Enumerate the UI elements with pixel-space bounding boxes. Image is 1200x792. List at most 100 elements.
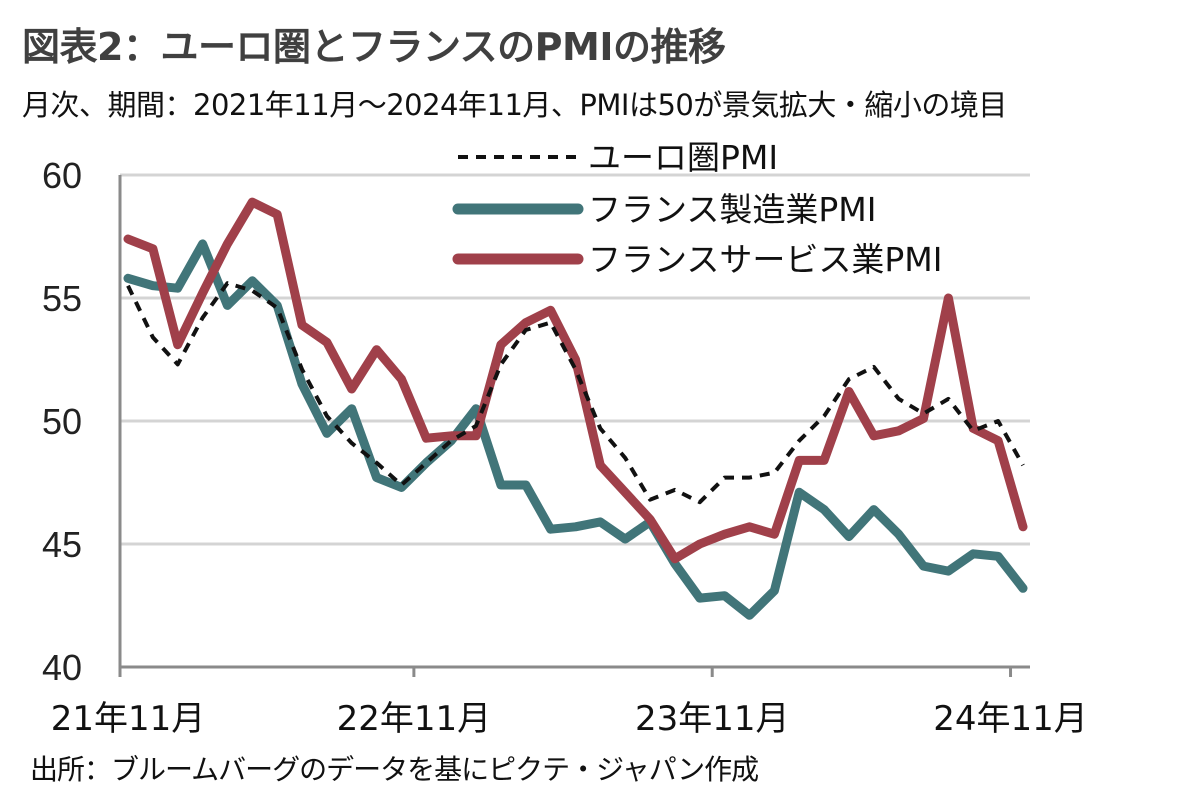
data-point-2 bbox=[351, 389, 352, 390]
data-point-1 bbox=[724, 595, 725, 596]
data-point-2 bbox=[600, 465, 601, 466]
data-point-1 bbox=[774, 590, 775, 591]
data-point-1 bbox=[550, 529, 551, 530]
data-point-0 bbox=[500, 364, 501, 365]
data-point-2 bbox=[128, 239, 129, 240]
data-point-0 bbox=[277, 307, 278, 308]
data-point-1 bbox=[177, 288, 178, 289]
data-point-1 bbox=[227, 305, 228, 306]
data-point-1 bbox=[1023, 588, 1024, 589]
data-point-1 bbox=[824, 509, 825, 510]
data-point-2 bbox=[376, 349, 377, 350]
data-point-1 bbox=[799, 492, 800, 493]
data-point-1 bbox=[600, 521, 601, 522]
data-point-0 bbox=[426, 462, 427, 463]
gridlines bbox=[120, 173, 1030, 546]
y-axis: 60 55 50 45 40 bbox=[42, 155, 122, 688]
data-point-1 bbox=[625, 539, 626, 540]
data-point-2 bbox=[948, 298, 949, 299]
source-note: 出所：ブルームバーグのデータを基にピクテ・ジャパン作成 bbox=[30, 753, 759, 786]
data-point-1 bbox=[326, 433, 327, 434]
data-point-1 bbox=[202, 243, 203, 244]
data-point-1 bbox=[699, 598, 700, 599]
data-point-2 bbox=[923, 418, 924, 419]
data-point-2 bbox=[550, 310, 551, 311]
data-point-2 bbox=[824, 460, 825, 461]
data-point-2 bbox=[401, 379, 402, 380]
data-point-2 bbox=[277, 214, 278, 215]
data-point-2 bbox=[1023, 526, 1024, 527]
data-point-0 bbox=[401, 485, 402, 486]
x-tick-label: 22年11月 bbox=[337, 699, 492, 739]
data-point-1 bbox=[948, 571, 949, 572]
data-point-2 bbox=[152, 248, 153, 249]
data-point-1 bbox=[898, 534, 899, 535]
y-tick-label: 40 bbox=[42, 647, 82, 688]
chart-title: 図表2：ユーロ圏とフランスのPMIの推移 bbox=[22, 25, 726, 69]
data-point-1 bbox=[351, 408, 352, 409]
data-point-1 bbox=[252, 280, 253, 281]
chart-subtitle: 月次、期間：2021年11月～2024年11月、PMIは50が景気拡大・縮小の境… bbox=[22, 88, 1007, 122]
data-point-2 bbox=[699, 544, 700, 545]
data-point-0 bbox=[774, 472, 775, 473]
data-point-1 bbox=[674, 563, 675, 564]
data-point-1 bbox=[873, 509, 874, 510]
series-line-2 bbox=[123, 197, 1028, 564]
data-point-2 bbox=[998, 440, 999, 441]
data-point-1 bbox=[152, 285, 153, 286]
data-point-1 bbox=[749, 615, 750, 616]
data-point-2 bbox=[302, 325, 303, 326]
data-point-1 bbox=[998, 556, 999, 557]
series-line-0 bbox=[126, 281, 1025, 505]
data-point-2 bbox=[848, 391, 849, 392]
x-axis: 21年11月 22年11月 23年11月 24年11月 bbox=[51, 665, 1088, 739]
data-point-2 bbox=[575, 359, 576, 360]
data-point-2 bbox=[650, 519, 651, 520]
data-point-0 bbox=[973, 430, 974, 431]
data-point-1 bbox=[128, 278, 129, 279]
data-point-2 bbox=[451, 435, 452, 436]
data-point-2 bbox=[177, 344, 178, 345]
data-point-2 bbox=[525, 322, 526, 323]
data-point-1 bbox=[401, 487, 402, 488]
x-tick-label: 24年11月 bbox=[933, 699, 1088, 739]
y-tick-label: 55 bbox=[42, 278, 82, 319]
y-tick-label: 50 bbox=[42, 401, 82, 442]
data-point-2 bbox=[724, 534, 725, 535]
data-point-2 bbox=[749, 526, 750, 527]
data-point-2 bbox=[799, 460, 800, 461]
legend-label-2: フランスサービス業PMI bbox=[588, 240, 942, 279]
data-point-2 bbox=[476, 435, 477, 436]
data-point-1 bbox=[376, 477, 377, 478]
series-lines bbox=[123, 197, 1028, 620]
data-point-2 bbox=[674, 558, 675, 559]
data-point-2 bbox=[202, 293, 203, 294]
data-point-0 bbox=[252, 290, 253, 291]
data-point-2 bbox=[252, 202, 253, 203]
data-point-2 bbox=[873, 435, 874, 436]
data-point-2 bbox=[973, 428, 974, 429]
y-tick-label: 45 bbox=[42, 524, 82, 565]
legend-label-1: フランス製造業PMI bbox=[588, 190, 876, 229]
data-point-0 bbox=[550, 322, 551, 323]
data-point-2 bbox=[625, 492, 626, 493]
data-point-0 bbox=[451, 440, 452, 441]
data-point-1 bbox=[848, 536, 849, 537]
data-point-2 bbox=[500, 344, 501, 345]
data-point-1 bbox=[973, 553, 974, 554]
legend-label-0: ユーロ圏PMI bbox=[588, 138, 778, 177]
data-point-1 bbox=[923, 566, 924, 567]
data-point-2 bbox=[774, 534, 775, 535]
legend: ユーロ圏PMI フランス製造業PMI フランスサービス業PMI bbox=[452, 138, 942, 279]
y-tick-label: 60 bbox=[42, 155, 82, 196]
data-point-1 bbox=[500, 485, 501, 486]
data-point-0 bbox=[575, 369, 576, 370]
x-tick-label: 23年11月 bbox=[635, 699, 790, 739]
data-point-1 bbox=[476, 408, 477, 409]
data-point-1 bbox=[302, 384, 303, 385]
data-point-2 bbox=[326, 342, 327, 343]
data-point-0 bbox=[923, 413, 924, 414]
x-tick-label: 21年11月 bbox=[51, 699, 206, 739]
data-point-2 bbox=[426, 438, 427, 439]
